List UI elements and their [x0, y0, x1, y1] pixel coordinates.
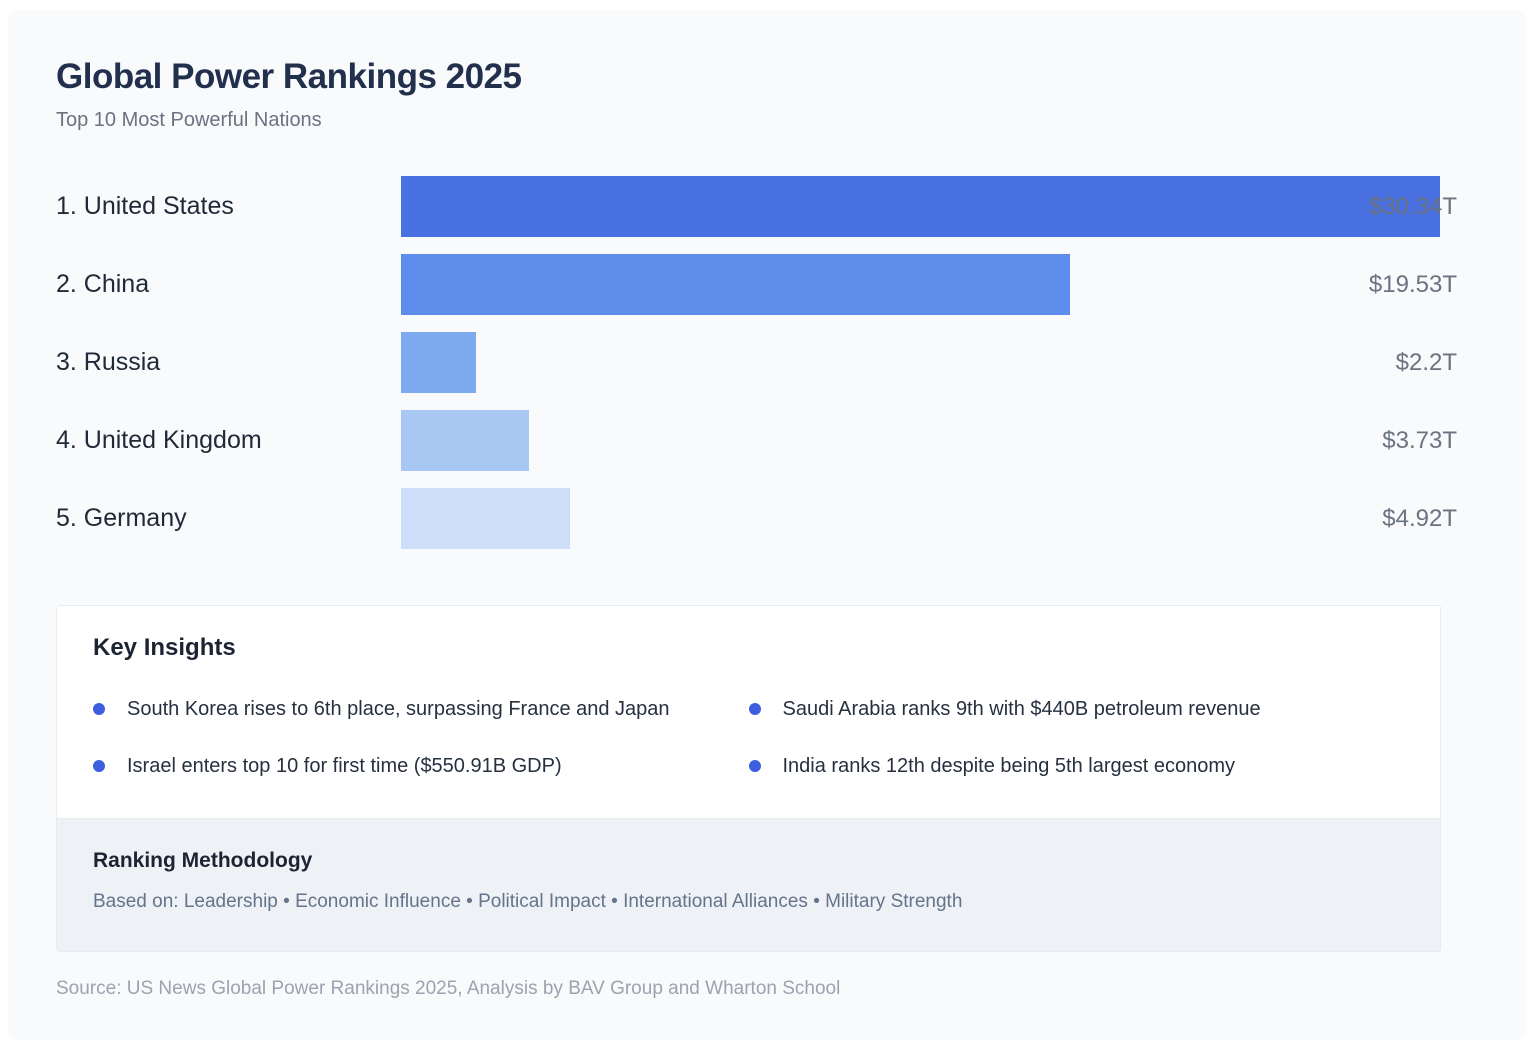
bullet-dot-icon [748, 760, 761, 772]
value-label: $2.2T [1395, 348, 1457, 376]
key-insights-heading: Key Insights [93, 633, 236, 661]
insight-text: South Korea rises to 6th place, surpassi… [127, 697, 670, 720]
insight-item: South Korea rises to 6th place, surpassi… [93, 698, 749, 721]
insight-item: India ranks 12th despite being 5th large… [748, 754, 1405, 778]
bullet-dot-icon [748, 703, 761, 715]
methodology-section: Ranking Methodology Based on: Leadership… [57, 817, 1440, 951]
page-subtitle: Top 10 Most Powerful Nations [56, 108, 322, 131]
power-rankings-bar-chart: 1. United States $30.34T 2. China $19.53… [56, 168, 1457, 558]
insight-text: Saudi Arabia ranks 9th with $440B petrol… [782, 697, 1261, 720]
infographic-canvas: Global Power Rankings 2025 Top 10 Most P… [8, 10, 1526, 1040]
methodology-heading: Ranking Methodology [93, 848, 313, 872]
key-insights-card: Key Insights South Korea rises to 6th pl… [56, 604, 1441, 952]
country-rank-label: 4. United Kingdom [56, 426, 262, 454]
bar-track: $30.34T [401, 176, 1457, 237]
chart-row: 2. China $19.53T [56, 246, 1457, 324]
page-title: Global Power Rankings 2025 [56, 57, 522, 96]
country-rank-label: 3. Russia [56, 348, 161, 376]
chart-row: 5. Germany $4.92T [56, 480, 1457, 558]
insight-item: Saudi Arabia ranks 9th with $440B petrol… [748, 697, 1405, 721]
country-rank-label: 2. China [56, 270, 150, 298]
chart-row: 3. Russia $2.2T [56, 324, 1457, 402]
source-attribution: Source: US News Global Power Rankings 20… [56, 977, 841, 999]
value-bar [401, 332, 477, 393]
bullet-dot-icon [93, 760, 105, 772]
header: Global Power Rankings 2025 Top 10 Most P… [8, 10, 1526, 132]
bullet-dot-icon [93, 703, 105, 715]
value-bar [401, 176, 1441, 237]
methodology-text: Based on: Leadership • Economic Influenc… [93, 890, 963, 912]
value-bar [401, 410, 529, 471]
insight-item: Israel enters top 10 for first time ($55… [93, 755, 749, 778]
bar-track: $3.73T [401, 410, 1457, 471]
bar-track: $4.92T [401, 488, 1457, 549]
value-bar [401, 254, 1070, 315]
insight-text: India ranks 12th despite being 5th large… [782, 754, 1236, 777]
chart-row: 4. United Kingdom $3.73T [56, 402, 1457, 480]
bar-track: $2.2T [401, 332, 1457, 393]
value-label: $4.92T [1382, 504, 1457, 532]
value-label: $19.53T [1368, 270, 1457, 298]
key-insights-body: Key Insights South Korea rises to 6th pl… [57, 605, 1440, 818]
value-bar [401, 488, 570, 549]
chart-row: 1. United States $30.34T [56, 168, 1457, 246]
country-rank-label: 1. United States [56, 192, 234, 220]
value-label: $3.73T [1382, 426, 1457, 454]
insight-text: Israel enters top 10 for first time ($55… [127, 754, 562, 777]
bar-track: $19.53T [401, 254, 1457, 315]
insights-grid: South Korea rises to 6th place, surpassi… [93, 698, 1404, 778]
value-label: $30.34T [1368, 192, 1457, 220]
country-rank-label: 5. Germany [56, 504, 187, 532]
